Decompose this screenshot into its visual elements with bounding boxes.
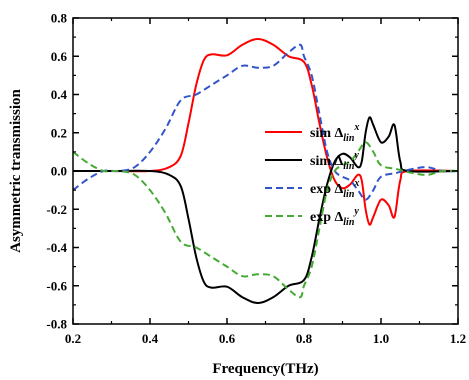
x-tick-label: 0.6 bbox=[219, 331, 236, 346]
y-tick-label: -0.8 bbox=[46, 317, 67, 332]
legend-label-1: sim Δlinx bbox=[310, 122, 359, 144]
legend-label-sup: x bbox=[353, 122, 359, 133]
legend-label-sub: lin bbox=[343, 161, 355, 172]
legend-label-sup: y bbox=[353, 206, 359, 217]
x-tick-label: 0.4 bbox=[142, 331, 159, 346]
y-tick-label: -0.2 bbox=[46, 202, 67, 217]
series-line-1 bbox=[73, 38, 458, 226]
y-tick-label: -0.4 bbox=[46, 240, 67, 255]
legend-label-prefix: sim bbox=[310, 154, 335, 169]
x-axis-title: Frequency(THz) bbox=[212, 361, 318, 377]
x-tick-label: 0.8 bbox=[296, 331, 313, 346]
x-tick-label: 1.2 bbox=[450, 331, 466, 346]
legend-label-3: exp Δlinx bbox=[310, 178, 359, 200]
x-tick-label: 0.2 bbox=[65, 331, 81, 346]
y-axis-title: Asymmetric transmission bbox=[8, 88, 24, 252]
legend-label-delta: Δ bbox=[335, 126, 344, 141]
legend-label-sub: lin bbox=[343, 217, 355, 228]
legend-label-delta: Δ bbox=[335, 154, 344, 169]
x-tick-label: 1.0 bbox=[373, 331, 389, 346]
y-tick-label: 0.0 bbox=[51, 164, 67, 179]
y-tick-label: 0.2 bbox=[51, 125, 67, 140]
legend-label-sup: x bbox=[353, 178, 359, 189]
legend-label-4: exp Δliny bbox=[310, 206, 359, 228]
legend-label-sup: y bbox=[353, 150, 359, 161]
legend-label-delta: Δ bbox=[335, 182, 344, 197]
legend-label-sub: lin bbox=[343, 133, 355, 144]
series-line-3 bbox=[73, 43, 458, 201]
axes: 0.2 0.4 0.6 0.8 1.0 1.2 -0.8 -0.6 -0.4 -0.2 0.0 0.2… bbox=[46, 11, 466, 347]
plot-area bbox=[73, 38, 458, 304]
legend-label-prefix: exp bbox=[310, 210, 335, 225]
series-line-4 bbox=[73, 141, 458, 299]
y-tick-label: 0.4 bbox=[51, 87, 68, 102]
y-tick-label: 0.6 bbox=[51, 49, 68, 64]
legend-label-prefix: sim bbox=[310, 126, 335, 141]
y-tick-label: 0.8 bbox=[51, 11, 68, 26]
y-tick-label: -0.6 bbox=[46, 278, 67, 293]
legend-label-2: sim Δliny bbox=[310, 150, 359, 172]
legend-label-delta: Δ bbox=[335, 210, 344, 225]
legend-label-sub: lin bbox=[343, 189, 355, 200]
legend-label-prefix: exp bbox=[310, 182, 335, 197]
series-line-2 bbox=[73, 116, 458, 304]
